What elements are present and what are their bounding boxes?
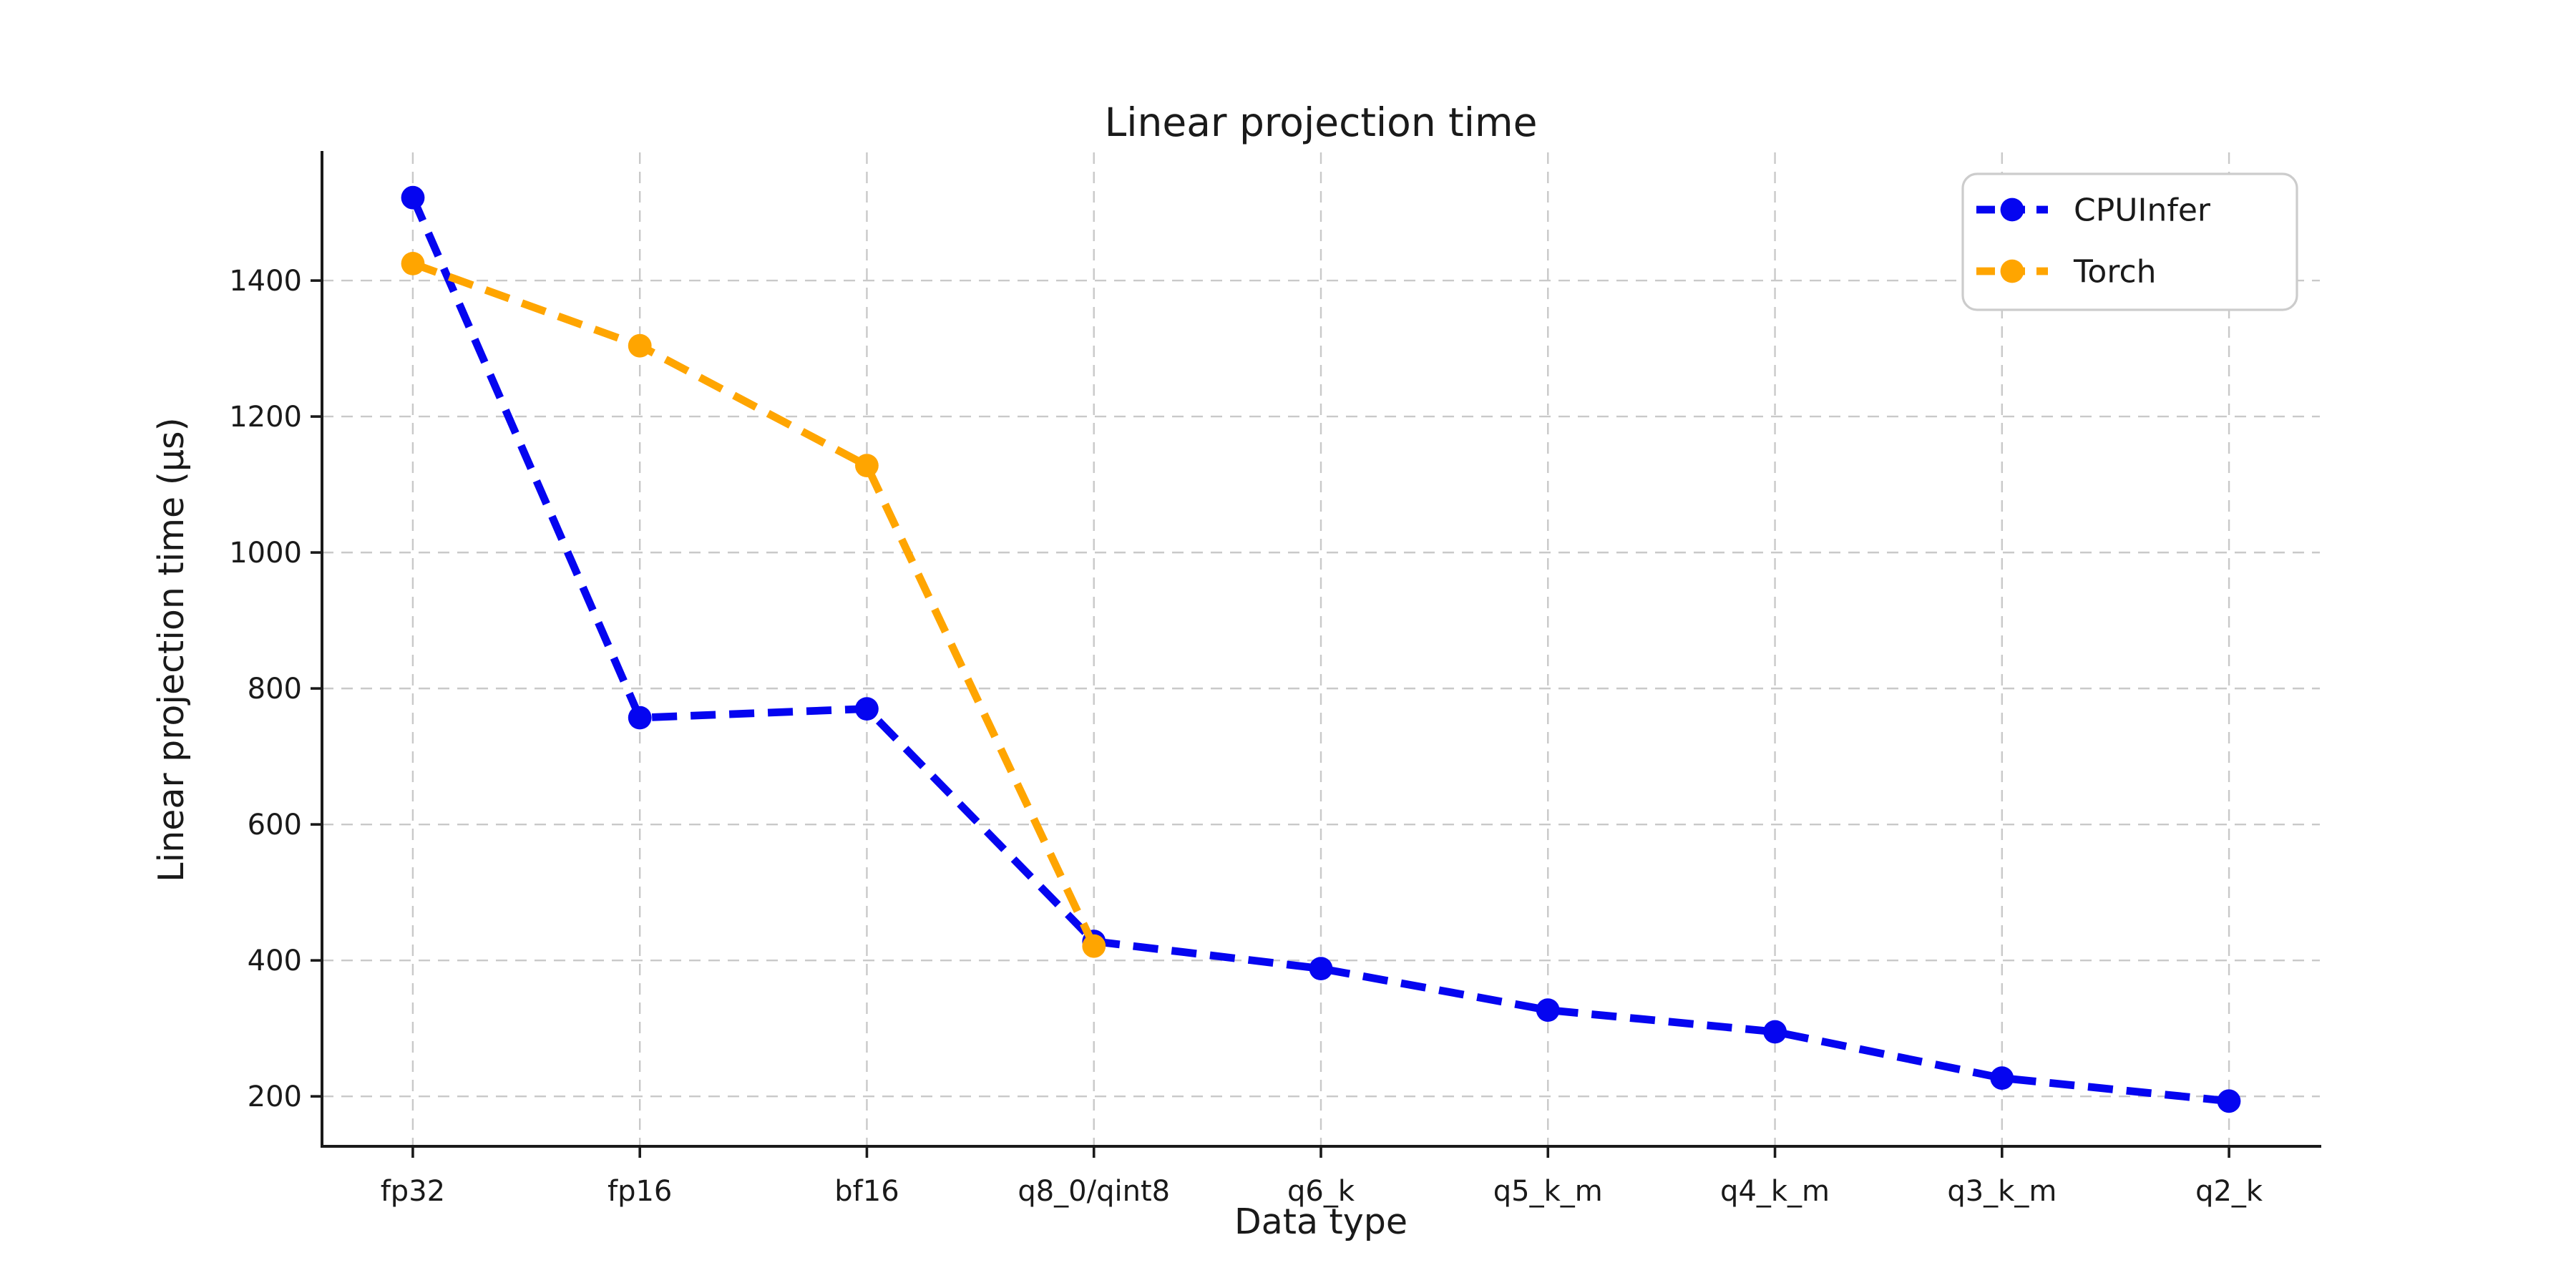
legend-label-cpuinfer: CPUInfer [2074, 192, 2211, 228]
legend: CPUInfer Torch [1961, 172, 2298, 311]
data-point-cpuinfer [1309, 957, 1333, 980]
y-tick-label: 1000 [229, 537, 302, 570]
x-tick-label: q2_k [2195, 1175, 2263, 1208]
y-axis-label: Linear projection time (µs) [151, 417, 192, 882]
data-point-cpuinfer [401, 185, 425, 210]
data-point-cpuinfer [2217, 1089, 2241, 1113]
data-point-cpuinfer [1763, 1020, 1787, 1044]
y-tick-label: 1200 [229, 401, 302, 434]
cpuinfer-marker-icon [2000, 197, 2024, 222]
legend-item-torch: Torch [1976, 253, 2157, 290]
y-tick-label: 400 [248, 945, 302, 977]
chart-title: Linear projection time [1105, 99, 1538, 145]
data-point-cpuinfer [628, 706, 652, 730]
data-point-torch [401, 252, 425, 275]
x-tick-label: fp16 [608, 1175, 672, 1208]
x-tick-label: q8_0/qint8 [1018, 1175, 1170, 1208]
x-tick-label: q4_k_m [1720, 1175, 1830, 1208]
data-point-cpuinfer [1990, 1066, 2014, 1090]
x-tick-label: q5_k_m [1493, 1175, 1603, 1208]
x-tick-label: q3_k_m [1947, 1175, 2057, 1208]
y-tick-label: 600 [248, 809, 302, 841]
y-tick-label: 200 [248, 1080, 302, 1113]
tick-labels: 200 400 600 800 1000 1200 1400 fp32 fp16 bf16 q8_0… [229, 265, 2263, 1208]
series-plot [401, 185, 2241, 1113]
legend-label-torch: Torch [2073, 253, 2157, 290]
legend-item-cpuinfer: CPUInfer [1976, 192, 2211, 228]
torch-marker-icon [2000, 259, 2024, 283]
series-line-torch [411, 260, 1098, 948]
data-point-cpuinfer [1536, 998, 1560, 1022]
axes [311, 151, 2321, 1158]
x-axis-label: Data type [1234, 1201, 1407, 1242]
data-point-torch [1082, 934, 1106, 958]
data-point-torch [855, 454, 879, 477]
y-tick-label: 800 [248, 673, 302, 706]
data-point-cpuinfer [855, 697, 879, 721]
series-line-cpuinfer [409, 196, 2230, 1106]
y-tick-label: 1400 [229, 265, 302, 298]
data-point-torch [628, 333, 652, 358]
x-tick-label: bf16 [834, 1175, 899, 1208]
x-tick-label: fp32 [381, 1175, 445, 1208]
x-tick-label: q6_k [1287, 1175, 1355, 1208]
